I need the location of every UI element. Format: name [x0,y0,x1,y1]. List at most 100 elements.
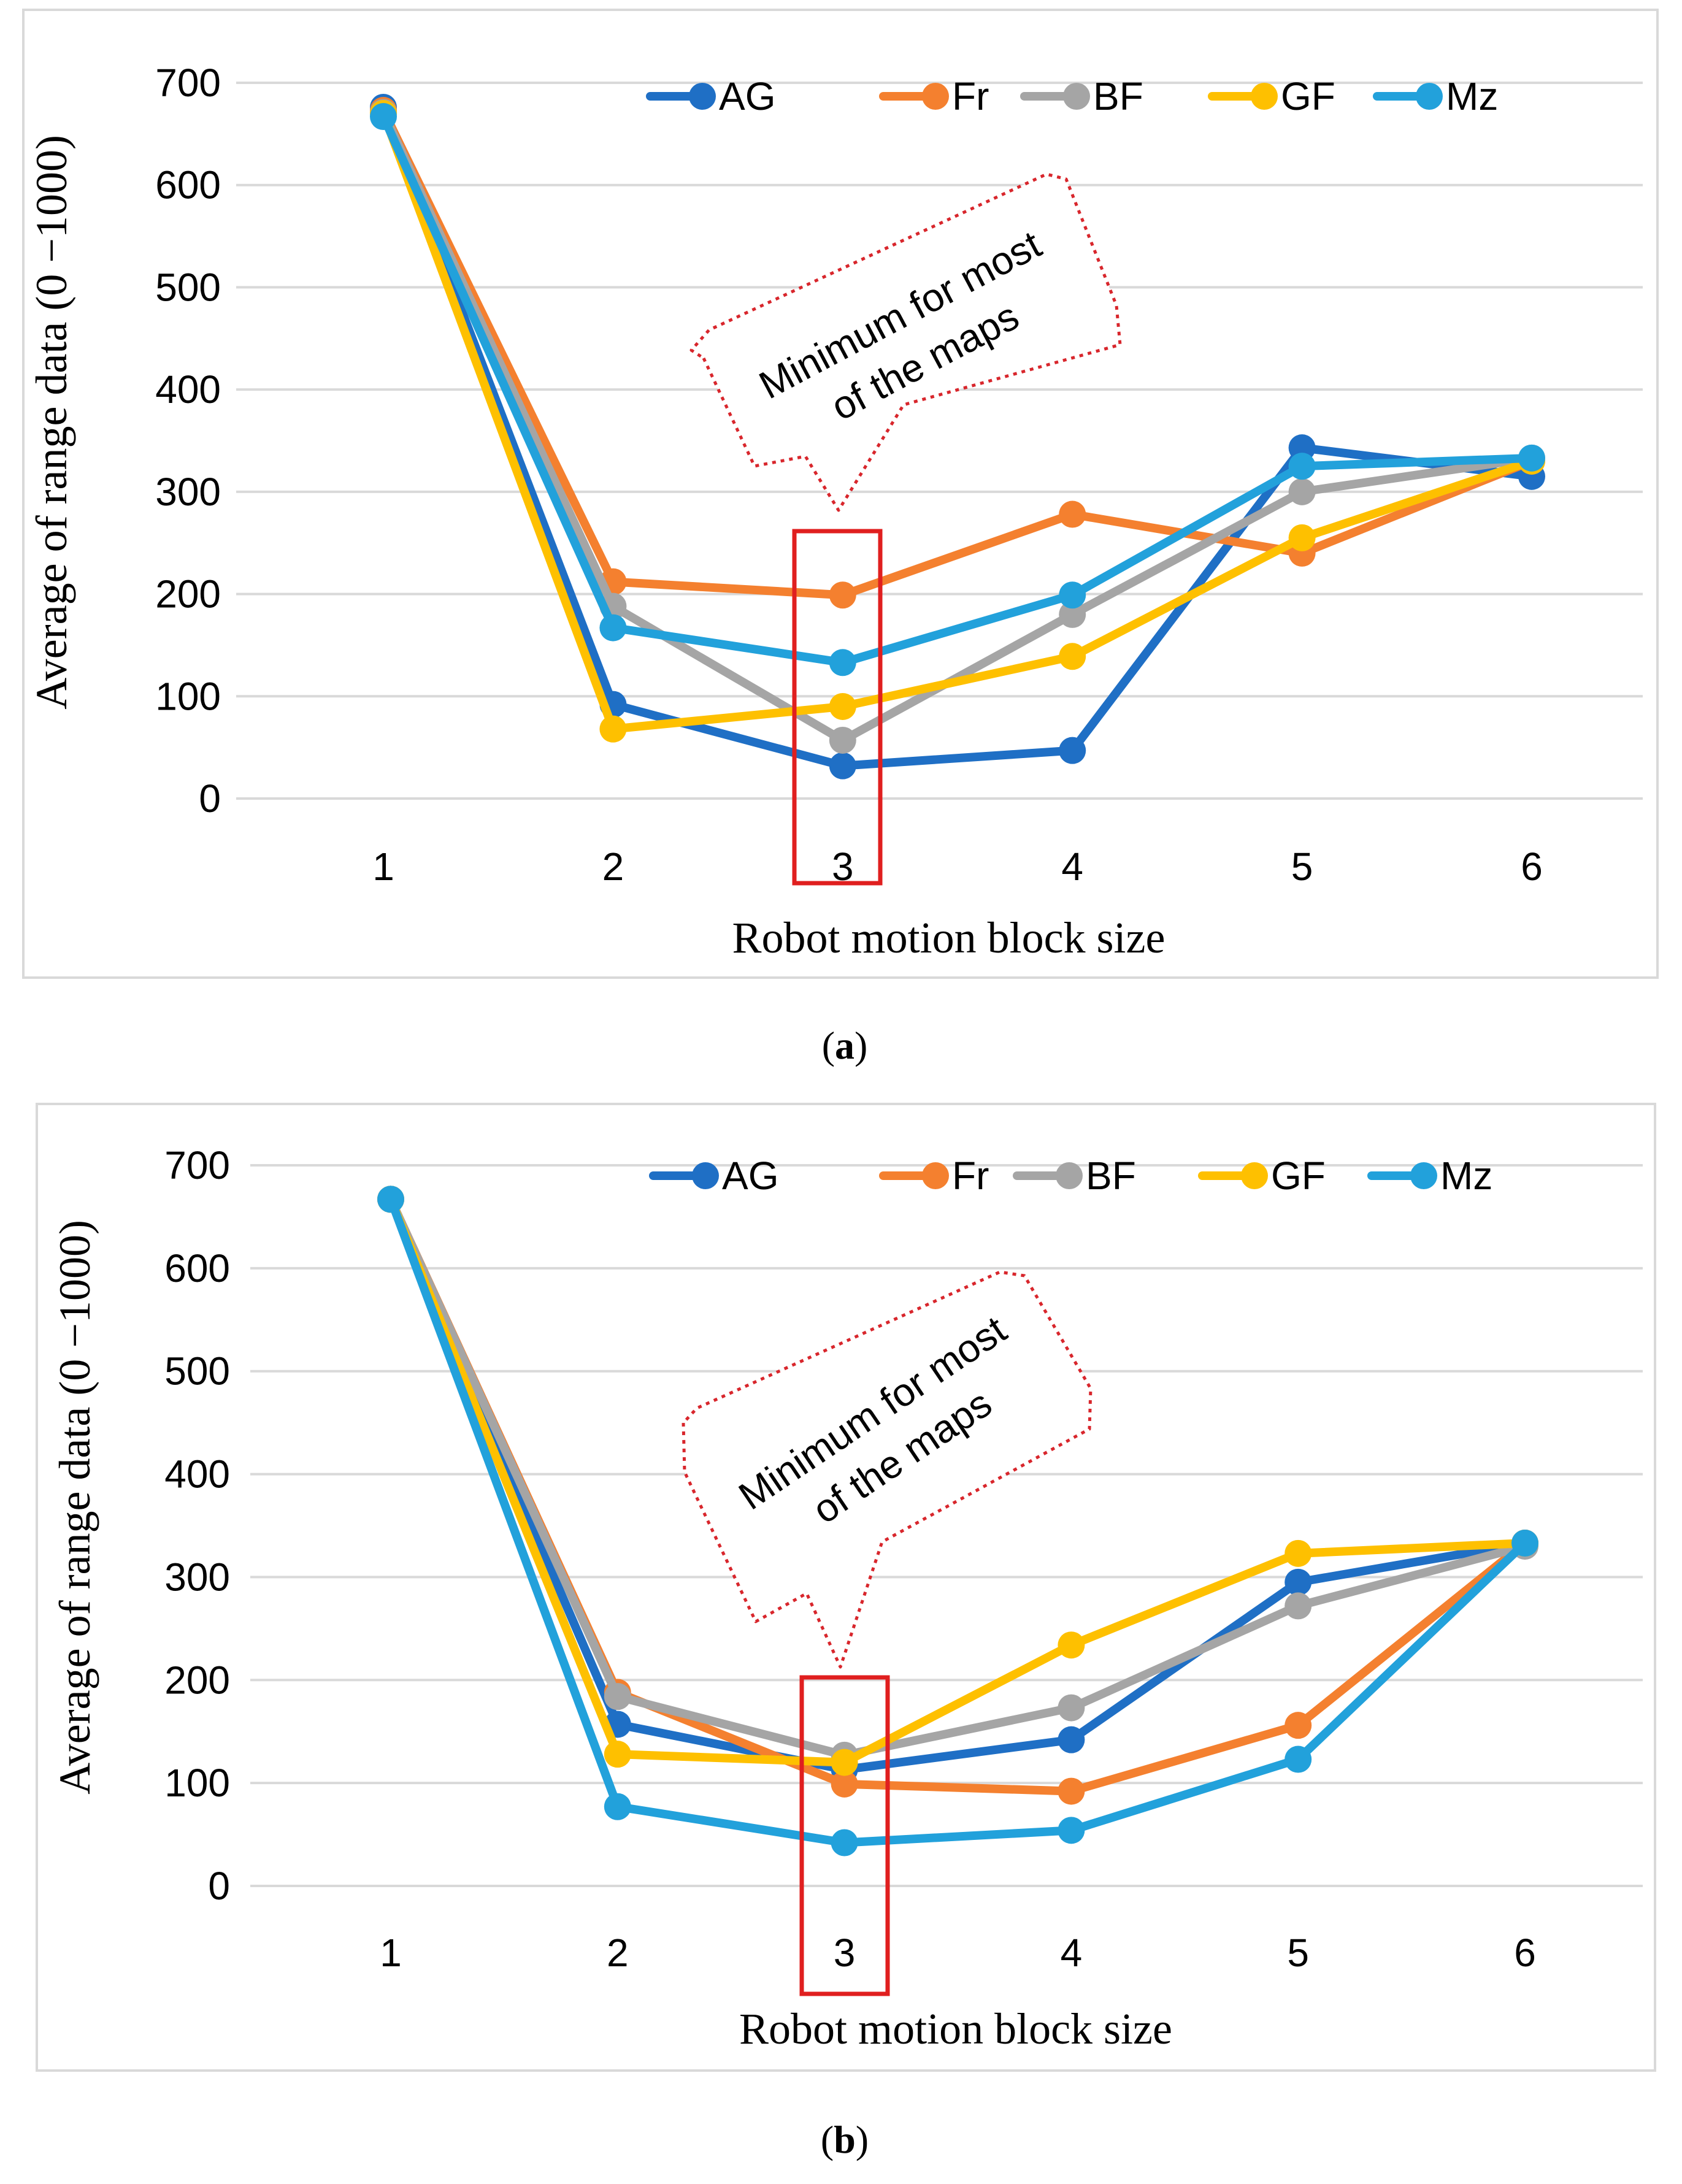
panel-a-series-line-BF [379,108,1536,745]
panel-a-data-point-Mz [1518,444,1545,472]
panel-b-x-tick-label: 5 [1287,1931,1309,1975]
panel-b-data-point-Mz [604,1793,631,1820]
panel-a-series-line-Mz [379,112,1536,667]
panel-b-x-tick-label: 1 [380,1931,402,1975]
panel-a-x-tick-label: 6 [1521,845,1543,889]
panel-a-data-point-Mz [370,103,397,131]
panel-b-legend-label-Fr: Fr [952,1154,989,1198]
panel-a-data-point-Mz [599,614,627,642]
panel-b-series-line-BF [386,1195,1529,1760]
panel-b-y-tick-label: 300 [164,1555,230,1599]
panel-b-x-tick-label: 2 [607,1931,629,1975]
panel-b-legend-swatch-marker-AG [692,1162,719,1189]
panel-b-y-tick-label: 700 [164,1143,230,1187]
caption-a: (a) [821,1024,868,1067]
panel-b-y-tick-label: 500 [164,1349,230,1393]
panel-a-data-point-BF [1288,478,1316,505]
panel-b-x-tick-label: 3 [834,1931,856,1975]
panel-a-data-point-Mz [829,649,856,676]
panel-a-legend-label-GF: GF [1281,74,1335,118]
caption-b: (b) [820,2118,869,2161]
panel-b-series-line-Mz [386,1195,1529,1847]
panel-b-y-tick-label: 0 [208,1864,230,1908]
panel-a-y-tick-label: 100 [155,674,221,718]
panel-a-y-tick-label: 400 [155,367,221,412]
panel-a-series-line-AG [379,103,1536,770]
panel-a-legend-swatch-marker-Fr [922,83,949,110]
panel-b-data-point-Mz [1058,1817,1085,1844]
panel-a-legend-swatch-marker-GF [1251,83,1278,110]
panel-a-data-point-Fr [1059,500,1086,528]
panel-b-data-point-GF [1058,1631,1085,1659]
panel-b-plot: 0 100 200 300 400 500 600 700 1 2 3 4 5 6 Robot motion… [50,1143,1643,2053]
panel-a-legend-label-BF: BF [1093,74,1143,118]
panel-b-legend-label-BF: BF [1086,1154,1136,1198]
panel-b-series-line-AG [386,1195,1529,1774]
panel-b-x-axis-title: Robot motion block size [739,2004,1172,2053]
panel-b-legend-swatch-marker-Fr [922,1162,949,1189]
panel-b-data-point-Fr [1058,1777,1085,1805]
panel-b-series-line-GF [386,1195,1529,1767]
panel-a-legend-swatch-marker-BF [1063,83,1090,110]
panel-a-series-line-Fr [379,106,1536,600]
panel-b-data-point-Fr [831,1770,858,1798]
panel-a-legend-label-Mz: Mz [1446,74,1498,118]
panel-a-highlight-box [792,529,883,886]
panel-b-data-point-Fr [1285,1712,1312,1739]
panel-a-legend-label-Fr: Fr [952,74,989,118]
panel-a-data-point-BF [829,726,856,754]
panel-b-callout-bubble [682,1270,1093,1669]
panel-b-legend-swatch-marker-GF [1241,1162,1268,1189]
panel-b-data-point-Mz [377,1186,404,1213]
panel-a-y-tick-label: 600 [155,163,221,207]
panel-a-x-tick-label: 2 [602,845,624,889]
panel-b-highlight-box [799,1675,890,1996]
panel-b-data-point-AG [1285,1568,1312,1596]
panel-b-data-point-GF [1285,1539,1312,1567]
panel-b-x-tick-label: 6 [1514,1931,1536,1975]
panel-b-legend-label-GF: GF [1271,1154,1326,1198]
panel-a-y-tick-label: 200 [155,572,221,616]
panel-b-data-point-Mz [1511,1530,1538,1557]
panel-a-data-point-AG [829,752,856,780]
panel-a-data-point-AG [1059,737,1086,764]
panel-a-data-point-GF [1059,643,1086,670]
panel-a-x-tick-label: 5 [1291,845,1313,889]
panel-a-legend-swatch-marker-Mz [1416,83,1443,110]
panel-a-x-tick-label: 1 [372,845,394,889]
panel-b-y-tick-label: 200 [164,1658,230,1702]
panel-a-y-tick-label: 700 [155,61,221,105]
panel-b-data-point-BF [604,1683,631,1711]
panel-b-data-point-GF [604,1741,631,1768]
panel-a-callout-bubble [689,172,1122,512]
panel-a-data-point-GF [1288,524,1316,551]
panel-b-legend-swatch-marker-BF [1056,1162,1083,1189]
panel-a-data-point-Mz [1288,453,1316,480]
panel-b-data-point-AG [1058,1726,1085,1753]
panel-b-y-tick-label: 100 [164,1761,230,1805]
panel-a-y-tick-label: 300 [155,470,221,514]
panel-b-y-axis-title: Average of range data (0 −1000) [50,1220,99,1795]
panel-a-data-point-GF [599,715,627,743]
panel-b-data-point-Mz [1285,1745,1312,1773]
panel-a-x-tick-label: 4 [1061,845,1083,889]
panel-b-legend-label-Mz: Mz [1440,1154,1492,1198]
panel-b-legend-label-AG: AG [722,1154,778,1198]
panel-b-y-tick-label: 400 [164,1452,230,1496]
panel-b-x-tick-label: 4 [1061,1931,1083,1975]
panel-a-y-tick-label: 0 [199,776,221,821]
panel-a-data-point-BF [1059,600,1086,628]
panel-b-data-point-BF [1058,1694,1085,1722]
panel-b-y-tick-label: 600 [164,1246,230,1290]
panel-a-series-line-GF [379,109,1536,734]
panel-b-data-point-GF [831,1749,858,1776]
panel-a-data-point-Mz [1059,581,1086,609]
panel-a-x-axis-title: Robot motion block size [732,913,1165,962]
panel-a-data-point-Fr [829,581,856,609]
panel-a-y-axis-title: Average of range data (0 −1000) [27,135,76,710]
panel-b-data-point-Mz [831,1829,858,1856]
panel-b-data-point-BF [1285,1592,1312,1620]
panel-a-data-point-GF [829,692,856,720]
